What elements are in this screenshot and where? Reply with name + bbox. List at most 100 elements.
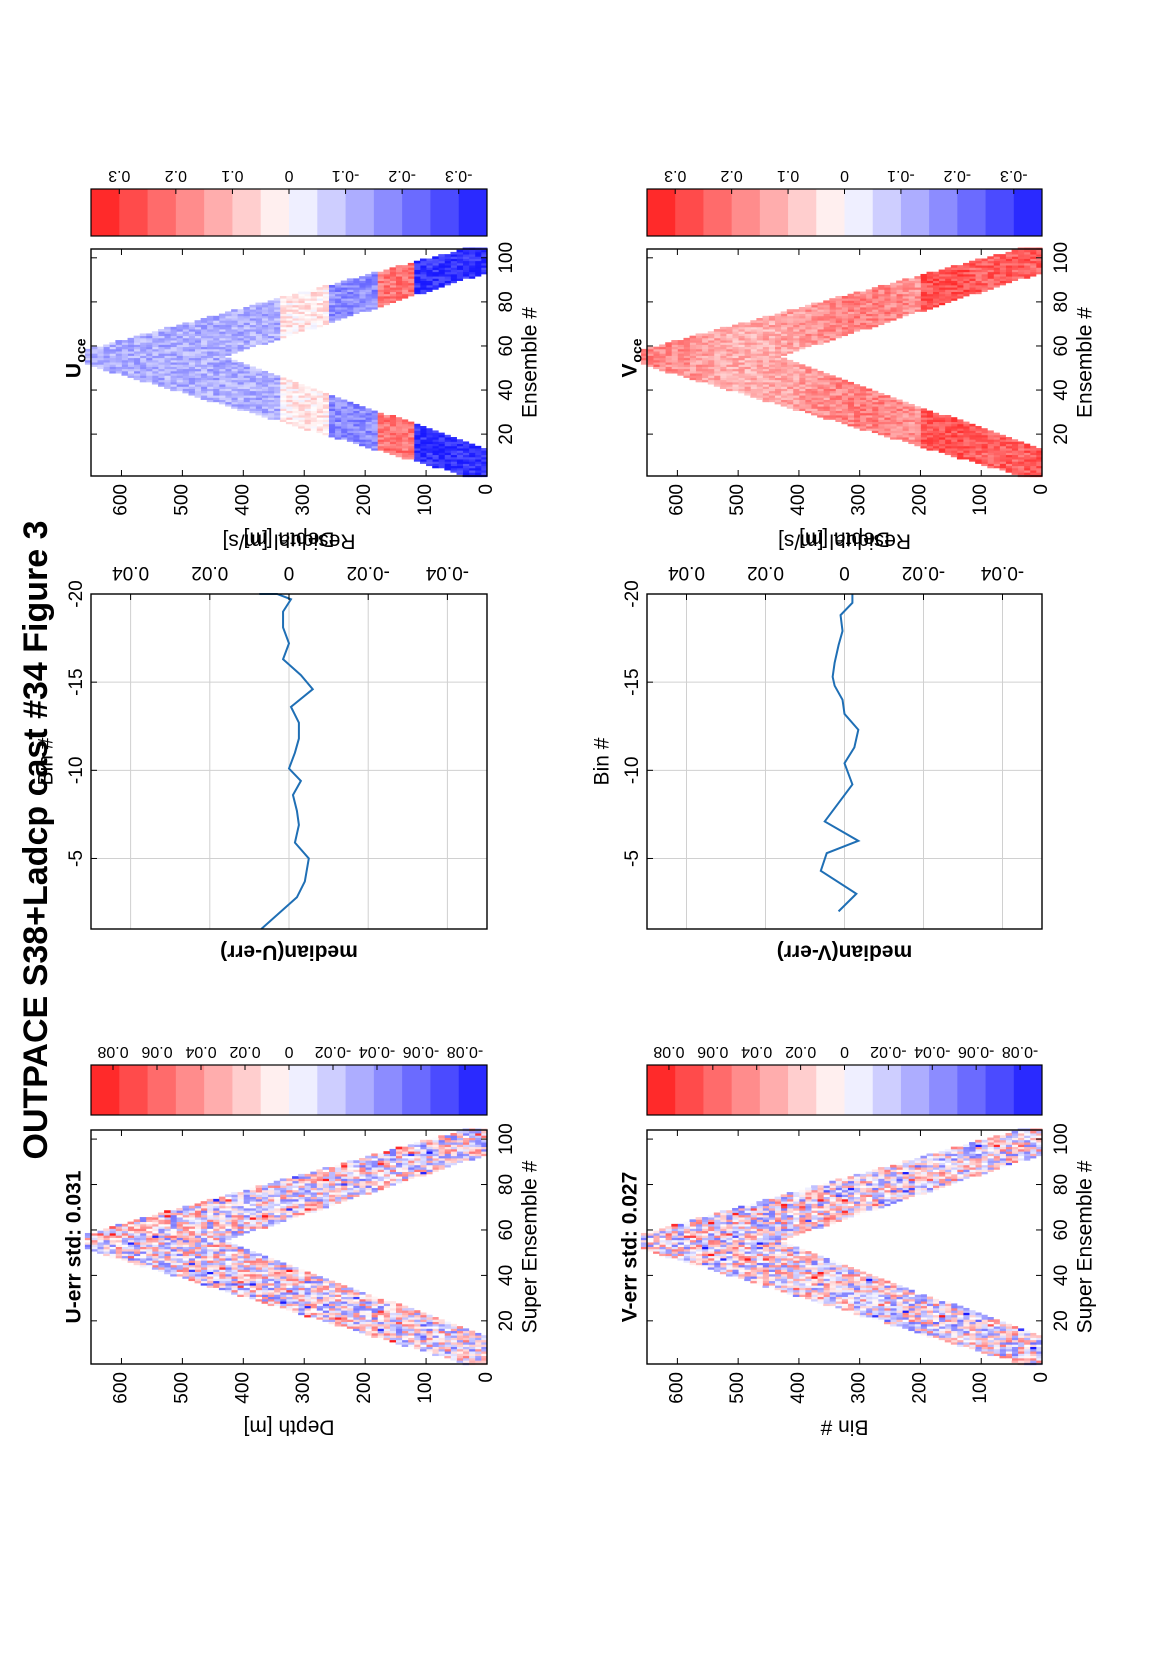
v-oce-xtick-label: 60 (1051, 335, 1072, 356)
v-oce-colorbar-label: -0.3 (1000, 167, 1028, 184)
v-err-colorbar-label: 0.08 (653, 1043, 684, 1060)
u-err-colorbar-label: 0.06 (141, 1043, 172, 1060)
v-oce-xtick-label: 80 (1051, 291, 1072, 312)
u-err-colorbar-label: -0.06 (403, 1043, 440, 1060)
u-err-colorbar-cell (458, 1065, 488, 1115)
u-err-colorbar-cell (260, 1065, 290, 1115)
v-err-xlabel: Super Ensemble # (1074, 1160, 1097, 1333)
v-oce-colorbar-label: -0.1 (887, 167, 915, 184)
v-oce-xtick-label: 20 (1051, 424, 1072, 445)
u-oce-colorbar-cell (147, 189, 177, 236)
u-oce-ytick-label: 600 (110, 484, 131, 516)
median-u-ytick-label: -5 (66, 850, 87, 867)
v-oce-colorbar: 0.3 0.2 0.1 0 -0.1 -0.2 -0.3 (646, 167, 1043, 237)
v-err-colorbar-cell (900, 1065, 930, 1115)
v-oce-colorbar-cell (816, 189, 845, 236)
v-err-colorbar-label: -0.06 (958, 1043, 995, 1060)
median-u-panel: -0.04 -0.02 0 0.02 0.04 -5 -10 -15 -20 Residual [… (35, 529, 488, 963)
v-oce-axes-box (646, 248, 1043, 477)
u-err-xtick-label: 80 (496, 1174, 517, 1195)
median-u-xtick-label: 0 (284, 562, 295, 583)
u-err-colorbar: 0.08 0.06 0.04 0.02 0 -0.02 -0.04 -0.06 -0.08 (90, 1043, 488, 1116)
u-err-xtick-label: 20 (496, 1310, 517, 1331)
u-err-colorbar-cell (289, 1065, 318, 1115)
v-err-ytick-label: 400 (788, 1372, 809, 1404)
u-oce-ytick-label: 300 (293, 484, 314, 516)
v-oce-colorbar-label: 0.2 (720, 167, 742, 184)
v-oce-ytick-label: 600 (666, 484, 687, 516)
v-err-colorbar-cell (647, 1065, 676, 1115)
v-oce-ytick-label: 300 (849, 484, 870, 516)
u-oce-colorbar-label: 0.1 (221, 167, 243, 184)
u-oce-colorbar: 0.3 0.2 0.1 0 -0.1 -0.2 -0.3 (90, 167, 488, 237)
v-err-cells (640, 1128, 1043, 1366)
median-v-xtick-label: 0.02 (747, 562, 784, 583)
u-err-colorbar-label: -0.04 (359, 1043, 396, 1060)
u-oce-colorbar-cell (232, 189, 262, 236)
v-err-colorbar-label: 0.06 (697, 1043, 728, 1060)
u-oce-ytick-label: 500 (171, 484, 192, 516)
v-err-colorbar-label: -0.02 (870, 1043, 907, 1060)
v-err-ytick-label: 0 (1031, 1372, 1052, 1383)
u-oce-colorbar-cell (317, 189, 347, 236)
v-err-ytick-label: 300 (849, 1372, 870, 1404)
v-oce-ytick-label: 100 (970, 484, 991, 516)
u-oce-ytick-label: 400 (232, 484, 253, 516)
u-oce-colorbar-cell (458, 189, 488, 236)
u-err-colorbar-cell (204, 1065, 233, 1115)
v-err-ytick-label: 200 (909, 1372, 930, 1404)
u-oce-ylabel: Depth [m] (243, 527, 334, 550)
v-err-colorbar-cell (872, 1065, 902, 1115)
v-err-colorbar-label: -0.04 (914, 1043, 951, 1060)
u-err-colorbar-label: 0 (284, 1043, 293, 1060)
u-err-colorbar-label: -0.08 (447, 1043, 484, 1060)
rotated-figure: OUTPACE S38+Ladcp cast #34 Figure 3 20 40 6… (17, 167, 1097, 1439)
u-err-colorbar-cell (91, 1065, 120, 1115)
u-oce-xtick-label: 40 (496, 379, 517, 400)
u-err-colorbar-cell (119, 1065, 149, 1115)
v-err-colorbar-cell (788, 1065, 817, 1115)
median-v-ytick-label: -15 (622, 668, 643, 695)
u-err-ytick-label: 500 (171, 1372, 192, 1404)
v-oce-colorbar-cell (731, 189, 761, 236)
v-oce-ytick-label: 200 (909, 484, 930, 516)
u-oce-xtick-label: 60 (496, 335, 517, 356)
median-v-ytick-label: -20 (622, 580, 643, 607)
v-err-axes-box (646, 1129, 1043, 1365)
u-err-ytick-label: 400 (232, 1372, 253, 1404)
v-oce-colorbar-cell (844, 189, 874, 236)
median-u-ytick-label: -20 (66, 580, 87, 607)
u-oce-colorbar-cell (204, 189, 233, 236)
median-v-xtick-label: 0 (839, 562, 850, 583)
v-err-colorbar-cell (759, 1065, 789, 1115)
figure-title: OUTPACE S38+Ladcp cast #34 Figure 3 (17, 521, 55, 1160)
u-err-colorbar-cell (147, 1065, 177, 1115)
u-oce-colorbar-label: 0.2 (165, 167, 187, 184)
v-oce-colorbar-cell (703, 189, 733, 236)
u-err-colorbar-label: 0.08 (97, 1043, 128, 1060)
u-err-xlabel: Super Ensemble # (519, 1160, 542, 1333)
v-err-xtick-label: 20 (1051, 1310, 1072, 1331)
u-oce-colorbar-label: -0.2 (388, 167, 416, 184)
v-oce-ytick-label: 500 (727, 484, 748, 516)
v-err-colorbar-cell (703, 1065, 733, 1115)
u-err-ytick-label: 0 (476, 1372, 497, 1383)
u-err-ylabel: Depth [m] (243, 1415, 334, 1438)
u-err-axes-box (90, 1129, 488, 1365)
u-err-xtick-label: 40 (496, 1265, 517, 1286)
u-oce-xtick-label: 20 (496, 424, 517, 445)
v-oce-colorbar-label: -0.2 (943, 167, 971, 184)
v-err-xtick-label: 100 (1051, 1123, 1072, 1155)
median-v-panel: -0.04 -0.02 0 0.02 0.04 -5 -10 -15 -20 Residual [… (591, 529, 1043, 963)
u-err-xtick-label: 60 (496, 1219, 517, 1240)
v-oce-title-subscript: oce (629, 338, 645, 362)
u-oce-axes-box (90, 248, 488, 477)
v-err-colorbar-cell (957, 1065, 987, 1115)
u-err-colorbar-cell (430, 1065, 460, 1115)
v-oce-colorbar-cell (759, 189, 789, 236)
u-oce-colorbar-cell (119, 189, 149, 236)
v-err-colorbar-label: 0 (840, 1043, 849, 1060)
v-oce-ylabel: Depth [m] (799, 527, 890, 550)
median-v-title: median(V-err) (777, 940, 912, 963)
median-v-xtick-label: 0.04 (668, 562, 705, 583)
